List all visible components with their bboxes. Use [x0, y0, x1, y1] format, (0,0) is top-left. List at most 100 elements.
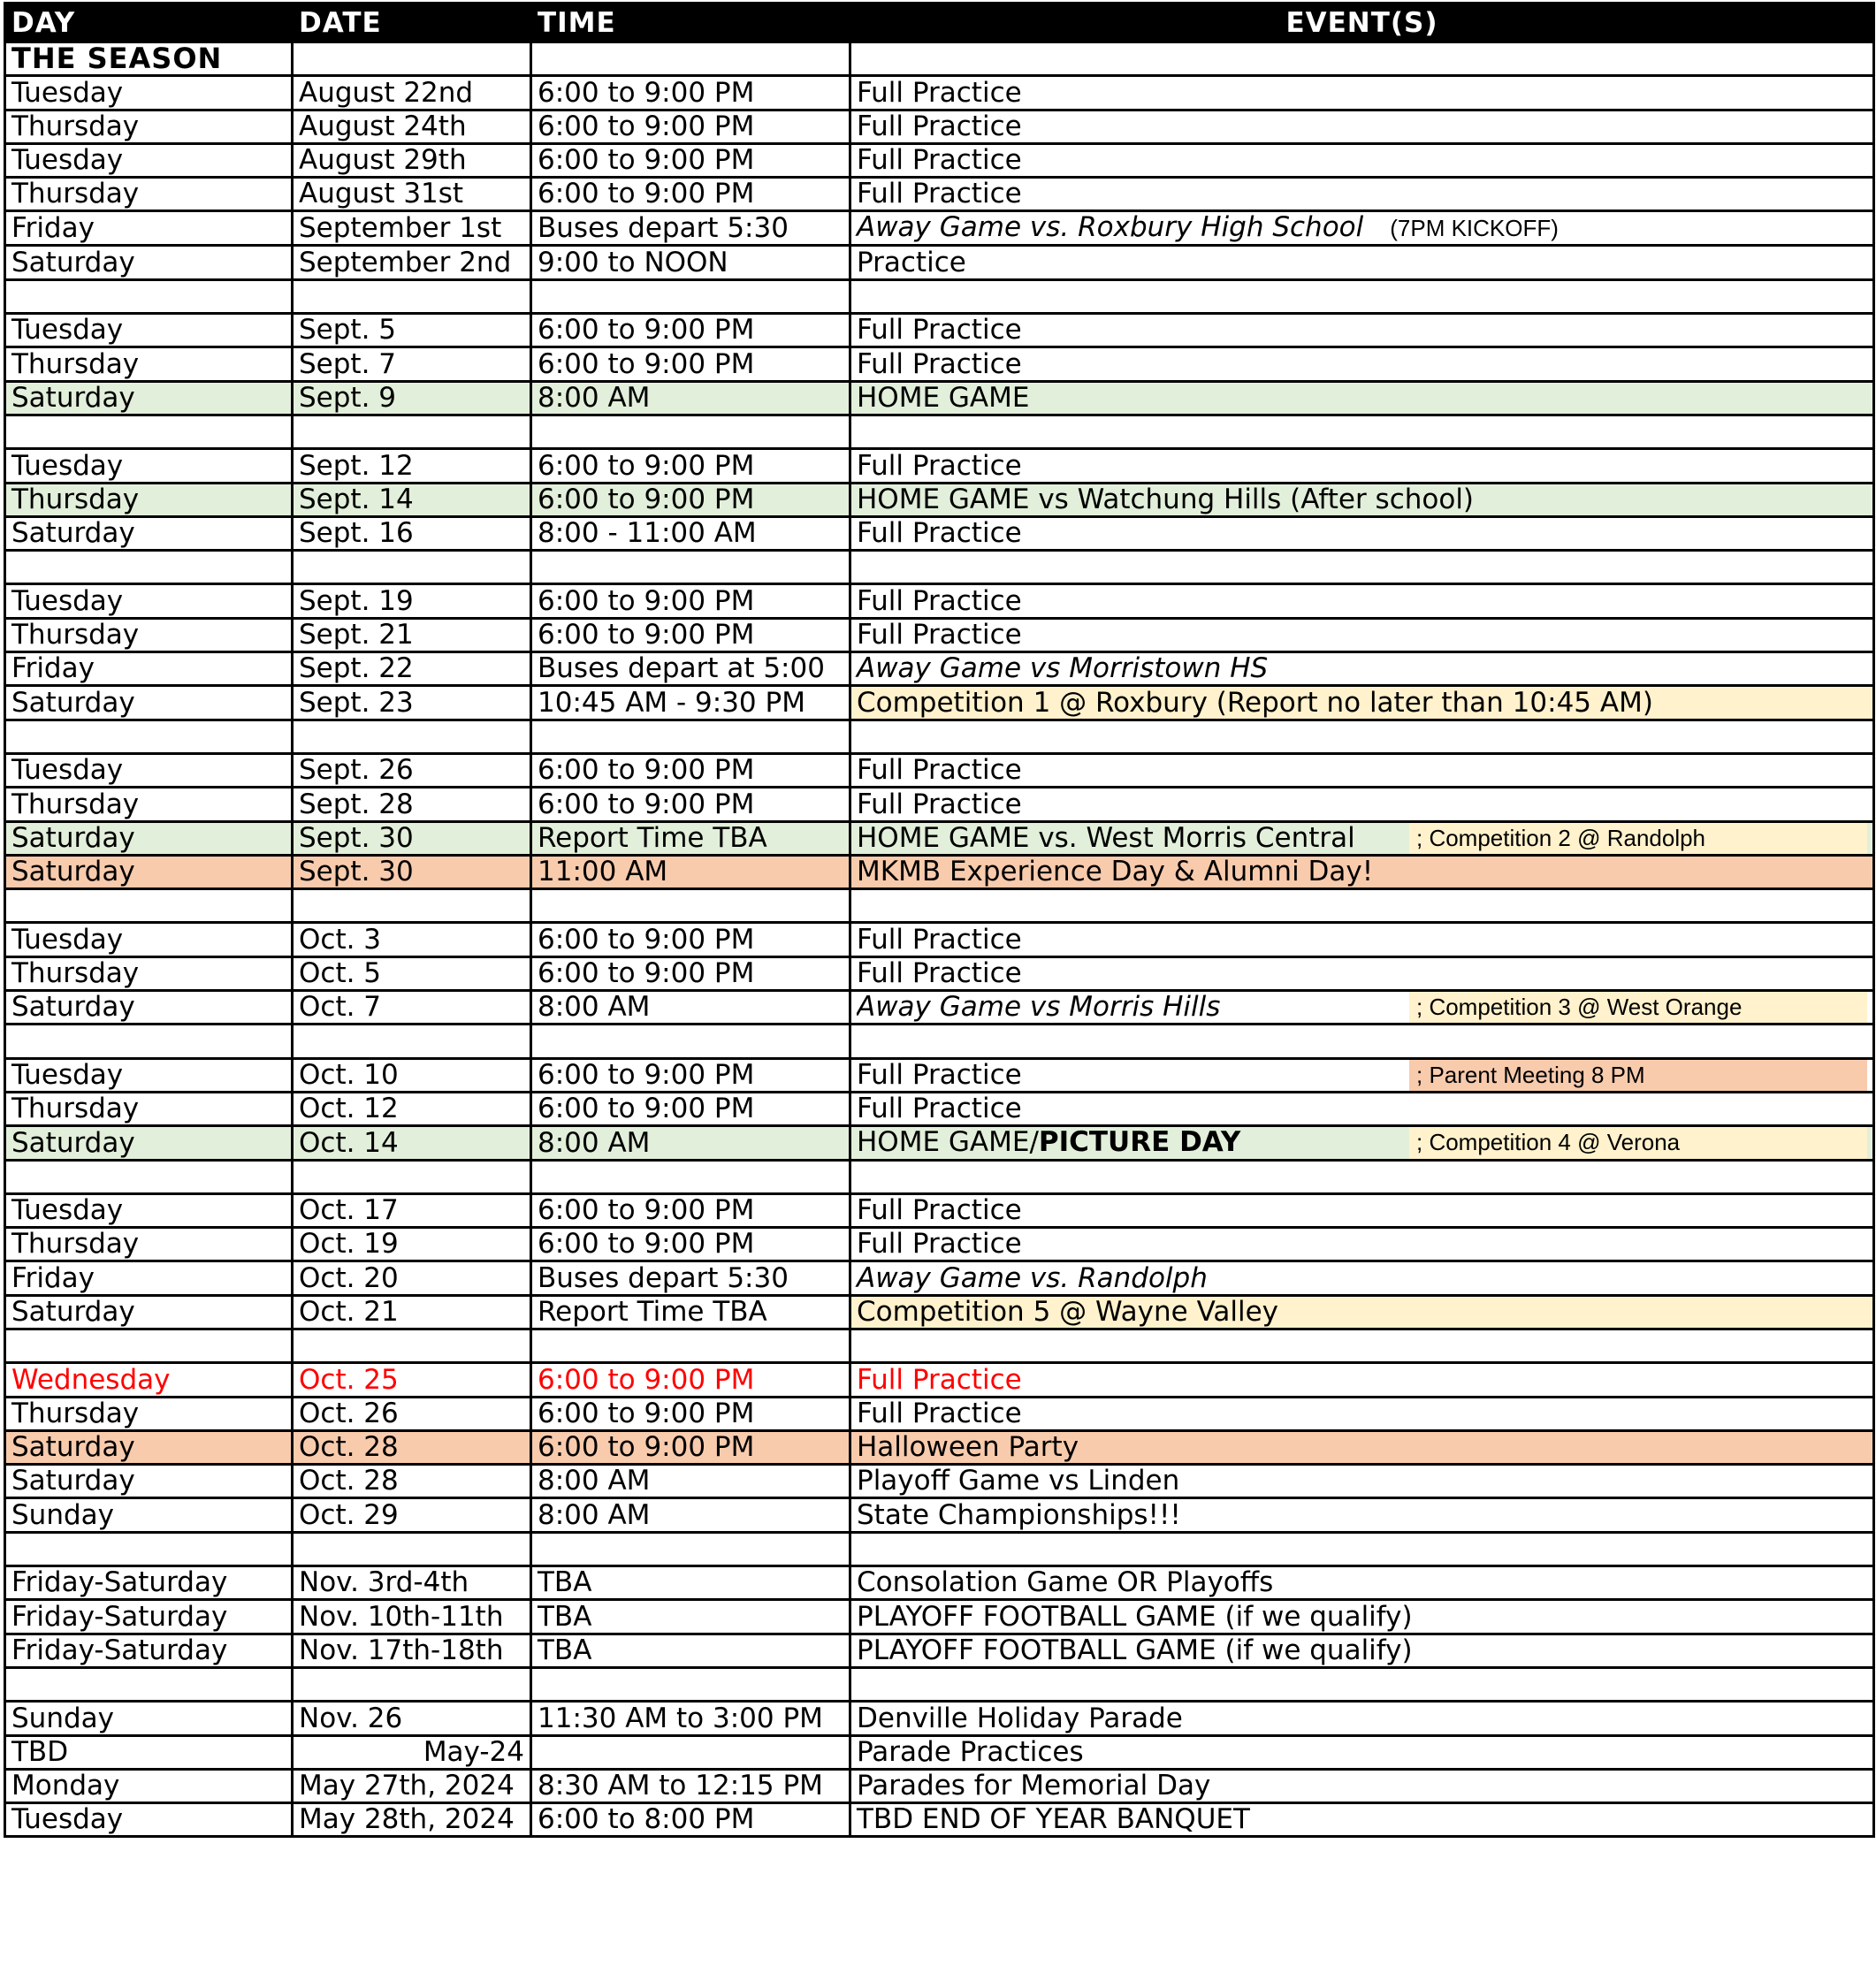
event-cell[interactable]: Full Practice — [849, 312, 1875, 349]
table-cell[interactable] — [849, 40, 1875, 78]
header-date[interactable]: DATE — [291, 2, 532, 43]
time-cell[interactable]: 11:00 AM — [530, 853, 851, 891]
day-cell[interactable]: Saturday — [4, 244, 294, 281]
event-cell[interactable]: Away Game vs Morristown HS — [849, 651, 1875, 688]
date-cell[interactable]: Sept. 23 — [291, 684, 532, 721]
table-cell[interactable] — [291, 718, 532, 755]
time-cell[interactable]: 6:00 to 9:00 PM — [530, 1056, 851, 1093]
day-cell[interactable]: Tuesday — [4, 74, 294, 111]
date-cell[interactable]: Sept. 30 — [291, 853, 532, 891]
day-cell[interactable]: Friday-Saturday — [4, 1598, 294, 1635]
day-cell[interactable]: Thursday — [4, 481, 294, 518]
date-cell[interactable]: Sept. 9 — [291, 379, 532, 416]
time-cell[interactable]: 6:00 to 9:00 PM — [530, 312, 851, 349]
time-cell[interactable]: 8:00 AM — [530, 989, 851, 1026]
day-cell[interactable]: Tuesday — [4, 312, 294, 349]
table-cell[interactable] — [4, 1327, 294, 1365]
event-cell[interactable]: HOME GAME/PICTURE DAY; Competition 4 @ V… — [849, 1124, 1875, 1162]
time-cell[interactable]: 6:00 to 9:00 PM — [530, 108, 851, 145]
time-cell[interactable]: 8:00 AM — [530, 1463, 851, 1500]
event-cell[interactable]: Full Practice — [849, 1192, 1875, 1230]
time-cell[interactable]: 8:00 AM — [530, 1124, 851, 1162]
date-cell[interactable]: Oct. 5 — [291, 955, 532, 993]
table-cell[interactable] — [4, 1023, 294, 1060]
date-cell[interactable]: May-24 — [291, 1733, 532, 1771]
time-cell[interactable]: 10:45 AM - 9:30 PM — [530, 684, 851, 721]
date-cell[interactable]: Sept. 7 — [291, 346, 532, 383]
day-cell[interactable]: Saturday — [4, 379, 294, 416]
table-cell[interactable] — [291, 1327, 532, 1365]
table-cell[interactable] — [4, 1158, 294, 1195]
time-cell[interactable]: 6:00 to 9:00 PM — [530, 74, 851, 111]
event-cell[interactable]: Full Practice — [849, 583, 1875, 620]
event-cell[interactable]: Full Practice ; Parent Meeting 8 PM — [849, 1056, 1875, 1093]
day-cell[interactable]: Saturday — [4, 1428, 294, 1466]
date-cell[interactable]: Nov. 26 — [291, 1700, 532, 1737]
day-cell[interactable]: Thursday — [4, 1395, 294, 1432]
day-cell[interactable]: Tuesday — [4, 583, 294, 620]
event-cell[interactable]: Away Game vs. Randolph — [849, 1260, 1875, 1297]
day-cell[interactable]: Friday — [4, 209, 294, 248]
day-cell[interactable]: Saturday — [4, 1293, 294, 1330]
table-cell[interactable] — [849, 549, 1875, 586]
time-cell[interactable]: Report Time TBA — [530, 1293, 851, 1330]
day-cell[interactable]: Friday-Saturday — [4, 1632, 294, 1669]
table-cell[interactable] — [530, 1530, 851, 1568]
table-cell[interactable] — [291, 278, 532, 316]
time-cell[interactable]: 6:00 to 9:00 PM — [530, 1090, 851, 1128]
day-cell[interactable]: Thursday — [4, 616, 294, 654]
table-cell[interactable] — [530, 278, 851, 316]
event-cell[interactable]: PLAYOFF FOOTBALL GAME (if we qualify) — [849, 1598, 1875, 1635]
header-time[interactable]: TIME — [530, 2, 851, 43]
date-cell[interactable]: August 31st — [291, 176, 532, 213]
date-cell[interactable]: Oct. 17 — [291, 1192, 532, 1230]
day-cell[interactable]: Saturday — [4, 514, 294, 552]
day-cell[interactable]: TBD — [4, 1733, 294, 1771]
date-cell[interactable]: Oct. 28 — [291, 1428, 532, 1466]
table-cell[interactable] — [291, 549, 532, 586]
time-cell[interactable]: 8:00 - 11:00 AM — [530, 514, 851, 552]
event-cell[interactable]: TBD END OF YEAR BANQUET — [849, 1802, 1875, 1839]
table-cell[interactable] — [4, 1530, 294, 1568]
date-cell[interactable]: Sept. 16 — [291, 514, 532, 552]
time-cell[interactable]: 6:00 to 9:00 PM — [530, 1428, 851, 1466]
event-cell[interactable]: Full Practice — [849, 74, 1875, 111]
event-cell[interactable]: Full Practice — [849, 108, 1875, 145]
date-cell[interactable]: May 27th, 2024 — [291, 1767, 532, 1805]
header-events[interactable]: EVENT(S) — [849, 2, 1875, 43]
time-cell[interactable]: 11:30 AM to 3:00 PM — [530, 1700, 851, 1737]
event-cell[interactable]: Away Game vs. Roxbury High School (7PM KI… — [849, 209, 1875, 248]
time-cell[interactable]: 6:00 to 9:00 PM — [530, 921, 851, 958]
event-cell[interactable]: Full Practice — [849, 921, 1875, 958]
day-cell[interactable]: Thursday — [4, 1090, 294, 1128]
day-cell[interactable]: Sunday — [4, 1700, 294, 1737]
time-cell[interactable]: 6:00 to 9:00 PM — [530, 955, 851, 993]
table-cell[interactable] — [291, 413, 532, 451]
date-cell[interactable]: Sept. 12 — [291, 447, 532, 484]
table-cell[interactable] — [4, 718, 294, 755]
day-cell[interactable]: Saturday — [4, 684, 294, 721]
day-cell[interactable]: Thursday — [4, 1226, 294, 1263]
time-cell[interactable]: 6:00 to 8:00 PM — [530, 1802, 851, 1839]
time-cell[interactable]: 6:00 to 9:00 PM — [530, 786, 851, 823]
day-cell[interactable]: Wednesday — [4, 1361, 294, 1398]
time-cell[interactable]: 6:00 to 9:00 PM — [530, 141, 851, 179]
date-cell[interactable]: Oct. 29 — [291, 1497, 532, 1534]
date-cell[interactable]: Oct. 21 — [291, 1293, 532, 1330]
event-cell[interactable]: Halloween Party — [849, 1428, 1875, 1466]
date-cell[interactable]: Oct. 7 — [291, 989, 532, 1026]
date-cell[interactable]: Oct. 19 — [291, 1226, 532, 1263]
time-cell[interactable]: 6:00 to 9:00 PM — [530, 447, 851, 484]
season-label[interactable]: THE SEASON — [4, 40, 294, 78]
table-cell[interactable] — [4, 1665, 294, 1703]
date-cell[interactable]: Oct. 26 — [291, 1395, 532, 1432]
event-cell[interactable]: Consolation Game OR Playoffs — [849, 1565, 1875, 1602]
time-cell[interactable]: 8:00 AM — [530, 379, 851, 416]
table-cell[interactable] — [291, 887, 532, 925]
date-cell[interactable]: Nov. 10th-11th — [291, 1598, 532, 1635]
table-cell[interactable] — [849, 1023, 1875, 1060]
event-cell[interactable]: Competition 1 @ Roxbury (Report no later… — [849, 684, 1875, 721]
day-cell[interactable]: Thursday — [4, 786, 294, 823]
time-cell[interactable]: 8:30 AM to 12:15 PM — [530, 1767, 851, 1805]
time-cell[interactable] — [530, 1733, 851, 1771]
